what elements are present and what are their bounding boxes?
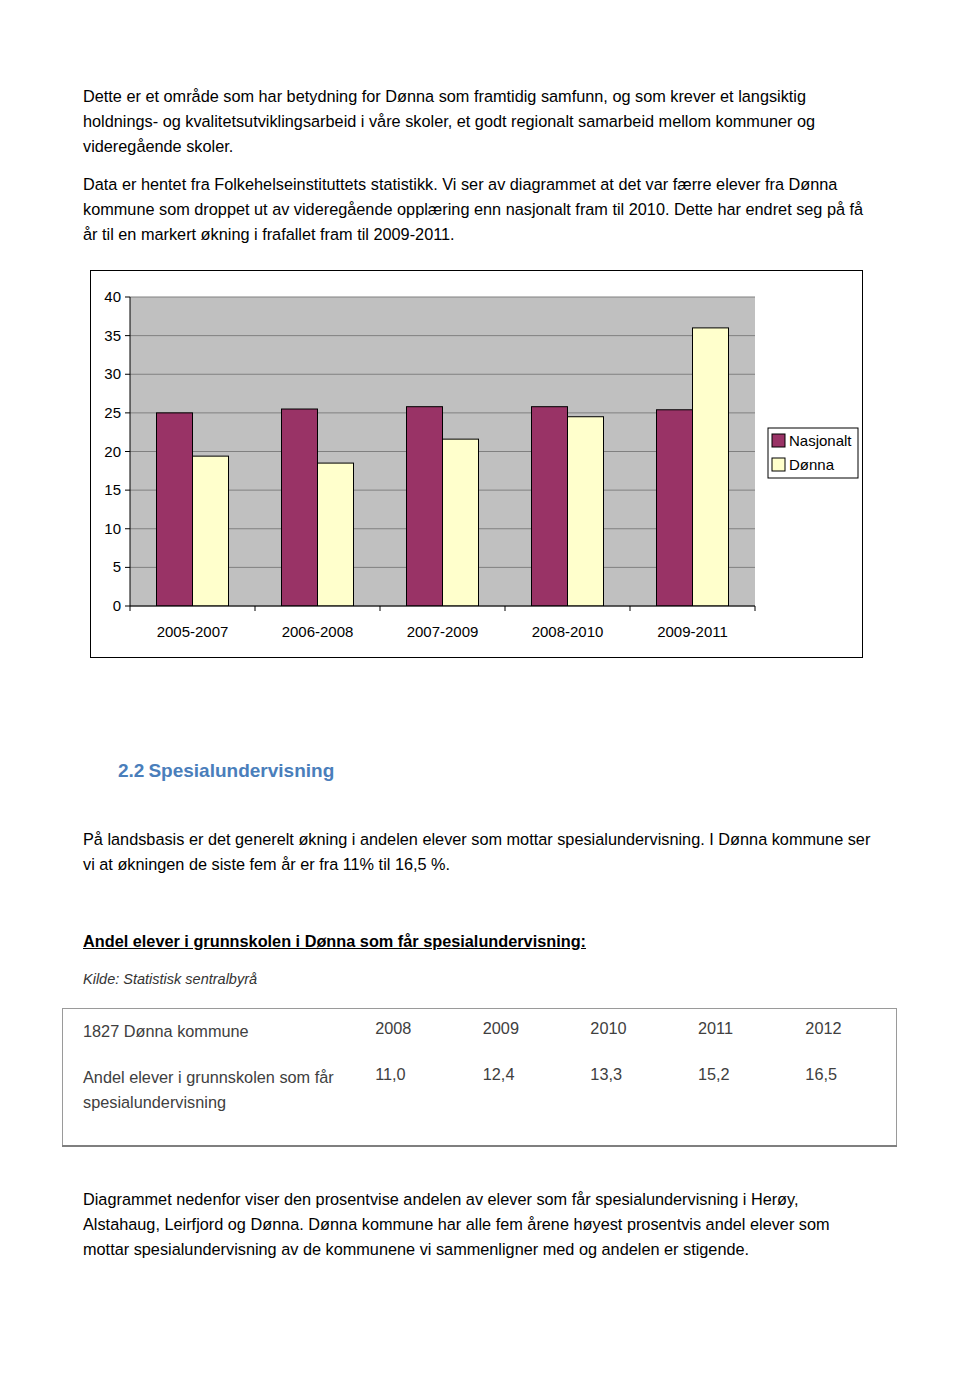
section-title: Spesialundervisning [148, 760, 334, 781]
tick-label: 10 [104, 520, 121, 537]
grid-line [130, 335, 755, 336]
category-label: 2007-2009 [407, 623, 479, 640]
legend-swatch [772, 434, 785, 447]
tick [125, 490, 130, 491]
tick [125, 297, 130, 298]
bar [282, 409, 318, 606]
legend-box [768, 428, 858, 478]
table-cell: 16,5 [788, 1055, 896, 1146]
category-label: 2008-2010 [532, 623, 604, 640]
plot-area [130, 297, 755, 606]
bar [568, 417, 604, 606]
bar [532, 407, 568, 606]
bars [157, 328, 729, 606]
tick-label: 35 [104, 327, 121, 344]
category-tick [255, 606, 256, 611]
bar [157, 413, 193, 606]
tick-label: 0 [113, 597, 121, 614]
bar [318, 463, 354, 606]
legend-swatch [772, 458, 785, 471]
grid-line [130, 606, 755, 607]
table-row: Andel elever i grunnskolen som får spesi… [63, 1055, 897, 1146]
table-cell: Andel elever i grunnskolen som får spesi… [63, 1055, 359, 1146]
section-heading: 2.2Spesialundervisning [118, 760, 334, 782]
section-number: 2.2 [118, 760, 144, 781]
grid-line [130, 297, 755, 298]
table-cell: 11,0 [358, 1055, 466, 1146]
table-cell: 2008 [358, 1009, 466, 1056]
grid-line [130, 374, 755, 375]
tick [125, 335, 130, 336]
paragraph: På landsbasis er det generelt økning i a… [83, 827, 878, 877]
category-label: 2009-2011 [657, 623, 728, 640]
x-axis [130, 606, 755, 607]
tick-label: 20 [104, 443, 121, 460]
table-row: 1827 Dønna kommune20082009201020112012 [63, 1009, 897, 1056]
table-caption: Andel elever i grunnskolen i Dønna som f… [83, 932, 586, 951]
table-cell: 2012 [788, 1009, 896, 1056]
tick [125, 451, 130, 452]
tick-label: 5 [113, 558, 121, 575]
bar [407, 407, 443, 606]
table-cell: 12,4 [466, 1055, 574, 1146]
table-cell: 1827 Dønna kommune [63, 1009, 359, 1056]
tick-label: 40 [104, 288, 121, 305]
category-tick [755, 606, 756, 611]
bar [657, 410, 693, 606]
y-axis [130, 297, 131, 606]
legend-label: Dønna [789, 456, 835, 473]
table-cell: 2010 [573, 1009, 681, 1056]
paragraph: Dette er et område som har betydning for… [83, 84, 878, 159]
category-label: 2005-2007 [157, 623, 229, 640]
chart: 0 5 10 15 20 25 30 35 40 2005-2007 2006-2008 2007-2… [90, 270, 863, 658]
paragraph: Data er hentet fra Folkehelseinstituttet… [83, 172, 878, 247]
paragraph: Diagrammet nedenfor viser den prosentvis… [83, 1187, 878, 1262]
tick [125, 567, 130, 568]
table-cell: 2009 [466, 1009, 574, 1056]
tick-label: 30 [104, 365, 121, 382]
tick [125, 528, 130, 529]
bar [693, 328, 729, 606]
table-cell: 2011 [681, 1009, 788, 1056]
table-cell: 15,2 [681, 1055, 788, 1146]
legend-label: Nasjonalt [789, 432, 852, 449]
source: Kilde: Statistisk sentralbyrå [83, 971, 257, 987]
table-cell: 13,3 [573, 1055, 681, 1146]
tick-label: 25 [104, 404, 121, 421]
bar [193, 456, 229, 606]
tick [125, 412, 130, 413]
chart-frame [91, 271, 863, 658]
tick [125, 606, 130, 607]
bar [443, 439, 479, 606]
category-tick [505, 606, 506, 611]
category-tick [630, 606, 631, 611]
category-tick [130, 606, 131, 611]
table: 1827 Dønna kommune20082009201020112012An… [62, 1008, 897, 1147]
tick [125, 374, 130, 375]
category-tick [380, 606, 381, 611]
category-label: 2006-2008 [282, 623, 354, 640]
tick-label: 15 [104, 481, 121, 498]
